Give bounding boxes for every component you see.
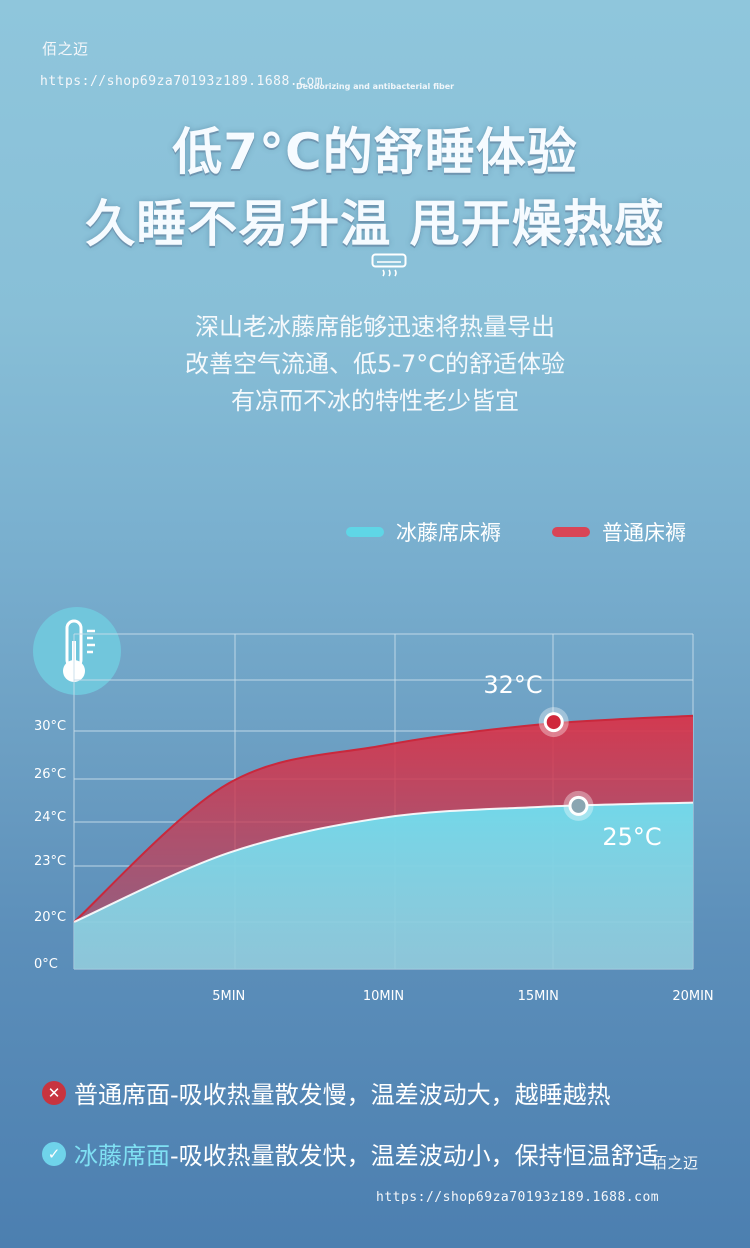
x-tick-label: 10MIN [363, 989, 404, 1004]
comparison-rattan: ✓ 冰藤席面 -吸收热量散发快，温差波动小，保持恒温舒适 [42, 1136, 659, 1171]
check-circle-icon: ✓ [42, 1141, 66, 1166]
series-line-normal [73, 714, 694, 923]
tagline-small: Deodorizing and antibacterial fiber [296, 82, 455, 91]
watermark-bottom-url: https://shop69za70193z189.1688.com [376, 1190, 660, 1205]
description-line-2: 改善空气流通、低5-7°C的舒适体验 [185, 350, 565, 378]
series-area-rattan [74, 802, 693, 969]
legend-item-rattan: 冰藤席床褥 [346, 517, 501, 547]
legend-item-normal: 普通床褥 [552, 517, 686, 547]
x-tick-label: 20MIN [672, 989, 713, 1004]
comparison-rattan-text: -吸收热量散发快，温差波动小，保持恒温舒适 [170, 1142, 659, 1170]
comparison-rattan-label: 冰藤席面 [74, 1142, 170, 1170]
legend-swatch-normal [552, 527, 590, 537]
marker-dot-normal [546, 715, 561, 730]
watermark-shop-url: https://shop69za70193z189.1688.com [40, 74, 324, 89]
description-line-3: 有凉而不冰的特性老少皆宜 [231, 387, 519, 415]
x-tick-label: 15MIN [518, 989, 559, 1004]
comparison-normal: ✕ 普通席面 -吸收热量散发慢，温差波动大，越睡越热 [42, 1075, 611, 1110]
air-conditioner-icon [371, 253, 407, 281]
comparison-normal-label: 普通席面 [74, 1081, 170, 1109]
x-circle-icon: ✕ [42, 1080, 66, 1105]
x-tick-label: 5MIN [212, 989, 245, 1004]
marker-label-normal: 32°C [483, 671, 542, 699]
y-tick-label: 24°C [34, 810, 66, 825]
chart-ticks: 0°C 20°C 23°C 24°C 26°C 30°C 5MIN 10MIN 15MIN 20M… [34, 719, 714, 1004]
watermark-shop-name: 佰之迈 [42, 40, 89, 58]
marker-label-rattan: 25°C [602, 823, 661, 851]
y-tick-label: 26°C [34, 767, 66, 782]
legend-label-rattan: 冰藤席床褥 [396, 521, 501, 545]
y-tick-label: 20°C [34, 910, 66, 925]
temperature-chart: 0°C 20°C 23°C 24°C 26°C 30°C 5MIN 10MIN 15MIN 20M… [34, 633, 714, 1004]
marker-dot-rattan [571, 798, 586, 813]
y-tick-label: 30°C [34, 719, 66, 734]
chart-areas [73, 714, 694, 969]
description-line-1: 深山老冰藤席能够迅速将热量导出 [195, 313, 555, 341]
chart-markers: 32°C 25°C [483, 671, 661, 851]
comparison-normal-text: -吸收热量散发慢，温差波动大，越睡越热 [170, 1081, 611, 1109]
main-title: 低7°C的舒睡体验 [172, 123, 578, 181]
legend-label-normal: 普通床褥 [602, 521, 686, 545]
y-tick-label: 23°C [34, 854, 66, 869]
legend-swatch-rattan [346, 527, 384, 537]
series-line-rattan [73, 801, 694, 923]
y-tick-label: 0°C [34, 957, 58, 972]
sub-title: 久睡不易升温 甩开燥热感 [85, 195, 665, 253]
watermark-bottom-name: 佰之迈 [652, 1154, 699, 1172]
